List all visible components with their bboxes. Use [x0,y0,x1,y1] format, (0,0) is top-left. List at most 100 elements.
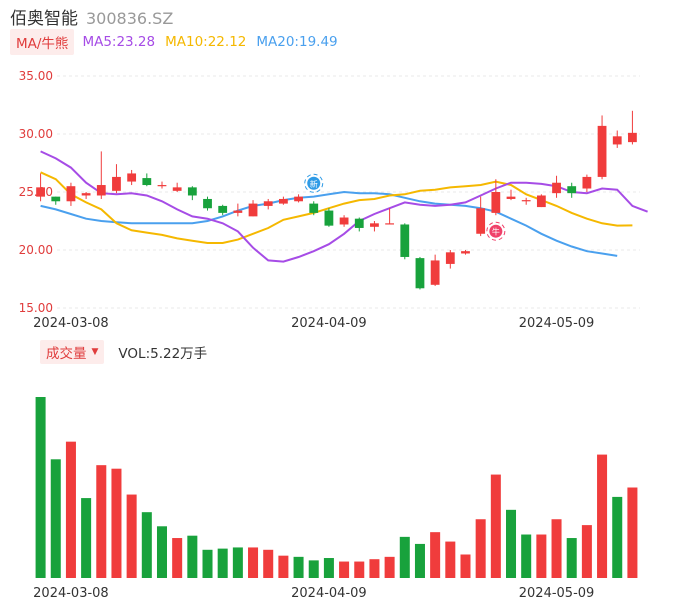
volume-bar [232,547,243,578]
ma-legend: MA/牛熊 MA5:23.28 MA10:22.12 MA20:19.49 [10,29,348,55]
candle [172,182,182,192]
ma10-label: MA10:22.12 [165,34,247,50]
stock-code: 300836.SZ [86,9,174,28]
volume-bar [445,541,456,578]
volume-bar [490,474,501,578]
candle-body [233,210,243,213]
candle-body [142,178,152,186]
volume-bar [430,532,441,578]
candle-body [354,218,364,228]
candle-body [521,200,531,202]
candle [370,221,379,232]
candle [339,215,349,227]
candle-body [112,176,121,191]
y-tick-label: 30.00 [19,127,53,141]
candle-body [127,173,137,182]
candle-body [628,132,637,143]
volume-bar [202,549,213,578]
marker-dot [307,176,321,190]
candle-body [415,258,425,289]
candle [248,200,258,217]
candle-body [400,224,410,257]
volume-legend: 成交量 ▼ VOL:5.22万手 [40,340,207,364]
x-tick-label: 2024-04-09 [291,316,367,331]
candle [415,256,425,290]
stock-name: 佰奥智能 [10,9,78,29]
marker-label: 新 [310,179,318,189]
marker-ring [486,221,506,241]
volume-x-tick-label: 2024-04-09 [291,586,367,601]
candle-body [567,186,577,194]
candle [51,196,61,205]
candle [127,169,137,186]
candle [112,164,121,194]
ma20-line [40,190,618,257]
bull-badge-icon: 牛 [486,221,506,241]
candle-body [536,195,546,208]
volume-bar [399,536,410,578]
candle-body [51,196,61,202]
ma10-line [40,171,633,244]
candle-body [476,208,486,234]
candle [66,182,76,206]
ma5-line [40,150,648,263]
candle [628,110,637,145]
y-tick-label: 15.00 [19,301,53,315]
marker-dot [489,224,503,238]
ma-indicator-tag[interactable]: MA/牛熊 [10,29,75,55]
marker-ring [304,173,324,193]
candle-body [445,252,455,264]
candle-body [96,185,106,196]
y-tick-label: 25.00 [19,185,53,199]
volume-bar [384,556,395,578]
candle-body [339,217,349,225]
volume-bar [81,498,92,578]
volume-bar [187,535,198,578]
volume-bar [339,561,350,578]
candle-body [612,136,622,145]
candle [385,208,395,225]
candle-body [172,187,182,191]
candle [476,196,486,237]
ma5-label: MA5:23.28 [82,34,156,50]
volume-bar [323,558,334,578]
candle-body [294,196,303,202]
new-badge-icon: 新 [304,173,324,193]
volume-bar [536,534,547,578]
volume-bar [65,441,76,578]
volume-bar [141,512,152,578]
volume-bar [111,468,122,578]
volume-bar [50,459,61,578]
candle [612,130,622,148]
candle [278,196,288,205]
volume-bar [263,549,274,578]
volume-bar [156,526,167,578]
volume-bar [551,519,562,578]
volume-bar [96,465,107,578]
candle-body [461,251,470,254]
y-tick-label: 35.00 [19,69,53,83]
volume-bar [581,525,592,578]
caret-down-icon: ▼ [91,347,99,357]
marker-label: 牛 [492,227,500,237]
candle-body [324,210,334,226]
candle [536,194,546,208]
stock-header: 佰奥智能 300836.SZ [10,4,174,29]
x-tick-label: 2024-05-09 [519,316,595,331]
candle [294,194,303,203]
volume-indicator-tag[interactable]: 成交量 ▼ [40,340,105,364]
volume-bar [278,555,289,578]
candle-body [370,223,379,227]
candle-body [582,176,592,189]
candle-body [66,186,76,202]
candle [597,115,607,180]
volume-bar [248,547,259,578]
candle [552,175,561,198]
candle [491,179,501,216]
candle [445,250,455,269]
volume-bar [354,561,365,578]
volume-x-tick-label: 2024-03-08 [33,586,109,601]
volume-bar [612,496,623,578]
candle [96,151,106,199]
